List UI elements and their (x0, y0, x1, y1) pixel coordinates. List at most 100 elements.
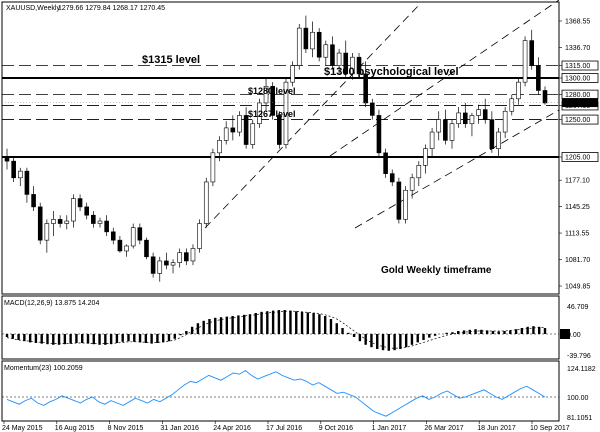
bullish-candle (44, 223, 50, 241)
chart-header-ohlc: 1279.66 1279.84 1268.17 1270.45 (58, 5, 165, 12)
bearish-candle (117, 239, 123, 252)
macd-signal-line (6, 310, 545, 349)
price-tick-label: 1205.00 (565, 155, 590, 162)
macd-histogram-bar (34, 334, 38, 343)
time-tick-label: 1 Jan 2017 (372, 425, 407, 432)
macd-histogram-bar (433, 334, 437, 336)
macd-histogram-bar (370, 334, 373, 348)
price-axis: 1368.551336.701315.001300.001280.001267.… (2, 18, 599, 291)
macd-histogram-bar (144, 334, 148, 343)
price-tick-label: 1315.00 (565, 63, 590, 70)
bullish-candle (71, 198, 76, 222)
bearish-candle (31, 194, 36, 208)
macd-histogram-bar (190, 326, 194, 334)
macd-histogram-bar (347, 332, 350, 334)
bullish-candle (217, 140, 222, 154)
macd-histogram-bar (231, 316, 234, 334)
bullish-candle (64, 220, 70, 224)
bearish-candle (376, 115, 382, 154)
bearish-candle (230, 127, 236, 133)
macd-tick-zero: 0.00 (567, 332, 581, 339)
horizontal-levels (2, 65, 559, 158)
bullish-candle (416, 165, 422, 179)
time-axis: 24 May 2015 16 Aug 2015 8 Nov 2015 31 Jan 2… (2, 421, 570, 432)
current-price-tag (562, 98, 598, 108)
macd-histogram-bar (543, 328, 547, 334)
macd-histogram-bar (323, 316, 327, 334)
bearish-candle (4, 156, 10, 162)
macd-histogram-bar (242, 314, 246, 334)
time-tick-label: 8 Nov 2015 (108, 425, 144, 432)
price-tick-label: 1145.25 (565, 204, 590, 211)
bearish-candle (482, 109, 488, 120)
macd-histogram-bar (121, 334, 124, 342)
macd-histogram-bar (75, 334, 78, 343)
macd-histogram-bar (5, 334, 9, 337)
macd-histogram-bar (393, 334, 396, 351)
macd-histogram-bar (196, 323, 200, 334)
price-tick-label: 1049.85 (565, 284, 590, 291)
momentum-pane-frame (1, 360, 560, 422)
bullish-candle (97, 220, 103, 224)
macd-histogram-bar (156, 334, 159, 343)
macd-histogram-bar (410, 334, 414, 345)
macd-histogram-bar (387, 334, 391, 351)
bullish-candle (130, 227, 136, 247)
bullish-candle (263, 86, 269, 104)
macd-histogram-bar (81, 334, 84, 343)
bullish-candle (190, 248, 196, 262)
bullish-candle (403, 189, 408, 220)
bullish-candle (223, 127, 229, 141)
macd-histogram-bar (329, 319, 333, 334)
price-tick-label: 1300.00 (565, 76, 590, 83)
bullish-candle (423, 148, 428, 166)
bullish-candle (509, 98, 515, 112)
price-pane-frame (1, 1, 560, 295)
macd-histogram-bar (416, 334, 419, 343)
macd-histogram-bar (480, 329, 483, 334)
bearish-candle (363, 73, 368, 104)
momentum-tick-top: 124.1182 (567, 366, 596, 373)
macd-histogram-bar (318, 314, 321, 334)
price-level-tag (561, 152, 599, 162)
macd-zero-tag (560, 329, 570, 339)
bullish-candle (17, 170, 23, 179)
bearish-candle (542, 90, 548, 104)
macd-histogram-bar (266, 311, 269, 334)
macd-histogram-bar (98, 334, 101, 345)
macd-histogram-bar (300, 311, 304, 334)
bearish-candle (110, 231, 116, 241)
macd-histogram-bar (312, 313, 315, 334)
macd-histogram-bar (520, 328, 524, 334)
macd-histogram-bar (445, 332, 448, 334)
bearish-candle (150, 256, 156, 274)
bullish-candle (350, 56, 355, 75)
macd-histogram-bar (167, 334, 171, 342)
macd-tick-top: 46.709 (567, 304, 589, 311)
macd-histogram-bar (485, 330, 489, 334)
bullish-candle (177, 252, 182, 263)
bullish-candle (124, 245, 129, 252)
bullish-candle (296, 27, 302, 66)
macd-histogram-bar (46, 334, 49, 345)
bullish-candle (469, 115, 475, 125)
channel-lines (204, 0, 560, 229)
macd-histogram-bar (306, 312, 310, 334)
bullish-candle (203, 181, 209, 224)
bearish-candle (277, 115, 282, 145)
macd-title: MACD(12,26,9) 13.875 14.204 (4, 300, 99, 307)
time-tick-label: 17 Jul 2016 (266, 425, 302, 432)
label-timeframe: Gold Weekly timeframe (381, 265, 492, 276)
bearish-candle (77, 198, 83, 208)
macd-histogram-bar (138, 334, 142, 343)
macd-histogram-bar (86, 334, 90, 344)
momentum-tick-100: 100.00 (567, 395, 589, 402)
macd-histogram-bar (341, 328, 344, 334)
bullish-candle (409, 177, 415, 191)
bullish-candle (516, 81, 521, 100)
time-tick-label: 31 Jan 2016 (160, 425, 199, 432)
macd-histogram-bar (283, 310, 286, 334)
macd-histogram-bar (514, 329, 518, 334)
label-1315-level: $1315 level (142, 54, 200, 66)
